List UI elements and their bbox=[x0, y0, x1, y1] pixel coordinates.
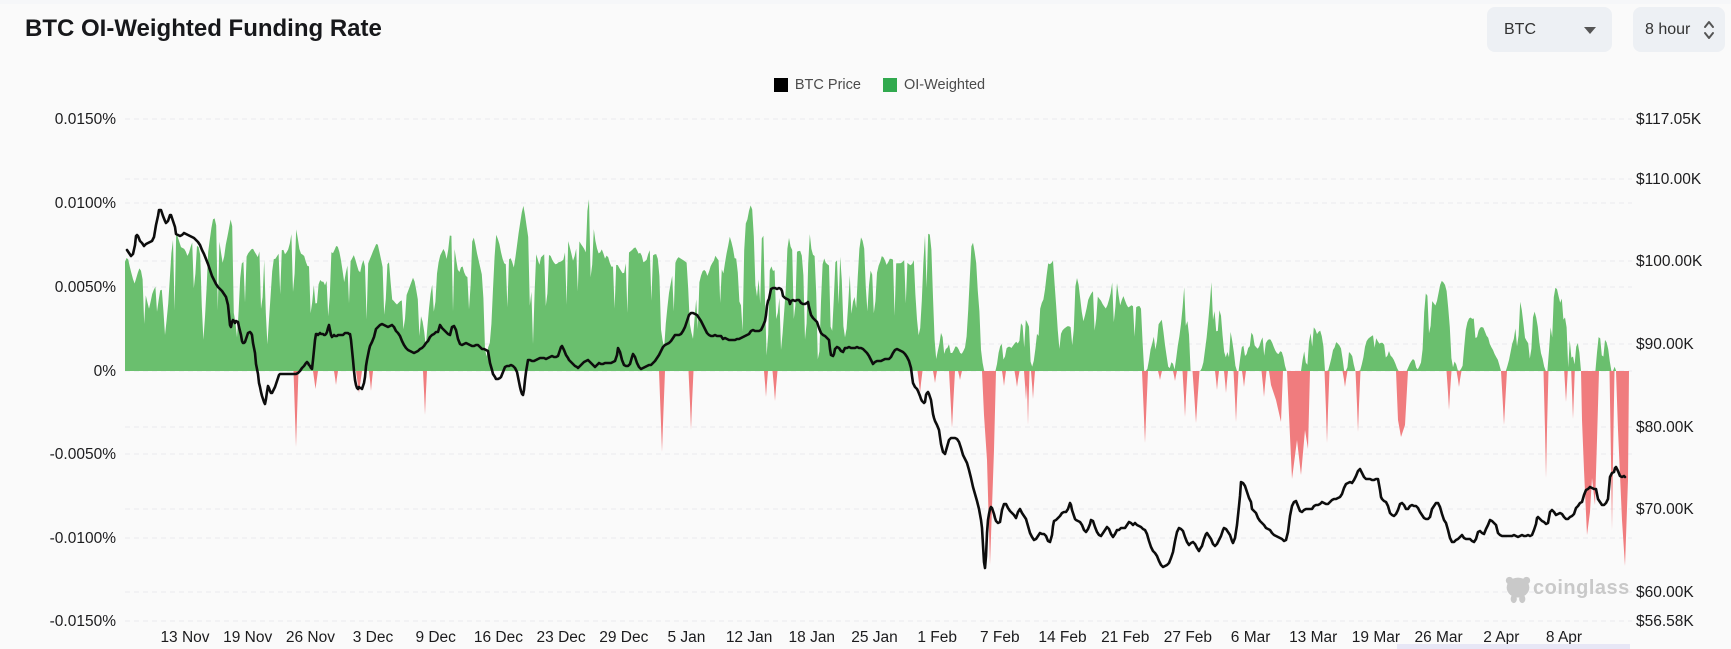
svg-text:3 Dec: 3 Dec bbox=[353, 629, 394, 646]
svg-text:21 Feb: 21 Feb bbox=[1101, 629, 1149, 646]
svg-text:0.0050%: 0.0050% bbox=[55, 279, 116, 296]
svg-text:$56.58K: $56.58K bbox=[1636, 613, 1694, 630]
svg-text:7 Feb: 7 Feb bbox=[980, 629, 1020, 646]
svg-text:0.0150%: 0.0150% bbox=[55, 111, 116, 128]
svg-text:0%: 0% bbox=[94, 363, 117, 380]
svg-text:14 Feb: 14 Feb bbox=[1038, 629, 1086, 646]
svg-text:13 Mar: 13 Mar bbox=[1289, 629, 1337, 646]
svg-text:19 Nov: 19 Nov bbox=[223, 629, 272, 646]
svg-text:27 Feb: 27 Feb bbox=[1164, 629, 1212, 646]
svg-text:13 Nov: 13 Nov bbox=[160, 629, 209, 646]
svg-text:29 Dec: 29 Dec bbox=[599, 629, 648, 646]
svg-text:8 Apr: 8 Apr bbox=[1546, 629, 1582, 646]
svg-text:9 Dec: 9 Dec bbox=[415, 629, 456, 646]
svg-text:$100.00K: $100.00K bbox=[1636, 253, 1703, 270]
svg-text:-0.0050%: -0.0050% bbox=[50, 446, 117, 463]
svg-text:$110.00K: $110.00K bbox=[1636, 171, 1702, 188]
svg-text:6 Mar: 6 Mar bbox=[1231, 629, 1271, 646]
svg-text:-0.0150%: -0.0150% bbox=[50, 613, 117, 630]
svg-text:19 Mar: 19 Mar bbox=[1352, 629, 1400, 646]
svg-text:$60.00K: $60.00K bbox=[1636, 584, 1694, 601]
svg-text:$80.00K: $80.00K bbox=[1636, 419, 1694, 436]
svg-text:-0.0100%: -0.0100% bbox=[50, 530, 117, 547]
svg-text:1 Feb: 1 Feb bbox=[917, 629, 957, 646]
svg-text:26 Mar: 26 Mar bbox=[1414, 629, 1462, 646]
svg-text:5 Jan: 5 Jan bbox=[667, 629, 705, 646]
svg-text:12 Jan: 12 Jan bbox=[726, 629, 773, 646]
svg-text:0.0100%: 0.0100% bbox=[55, 195, 116, 212]
svg-text:23 Dec: 23 Dec bbox=[537, 629, 586, 646]
svg-text:$90.00K: $90.00K bbox=[1636, 336, 1694, 353]
svg-text:18 Jan: 18 Jan bbox=[789, 629, 836, 646]
svg-text:26 Nov: 26 Nov bbox=[286, 629, 335, 646]
svg-text:$117.05K: $117.05K bbox=[1636, 111, 1702, 128]
svg-text:16 Dec: 16 Dec bbox=[474, 629, 523, 646]
svg-text:25 Jan: 25 Jan bbox=[851, 629, 898, 646]
svg-text:$70.00K: $70.00K bbox=[1636, 501, 1694, 518]
svg-text:2 Apr: 2 Apr bbox=[1483, 629, 1519, 646]
